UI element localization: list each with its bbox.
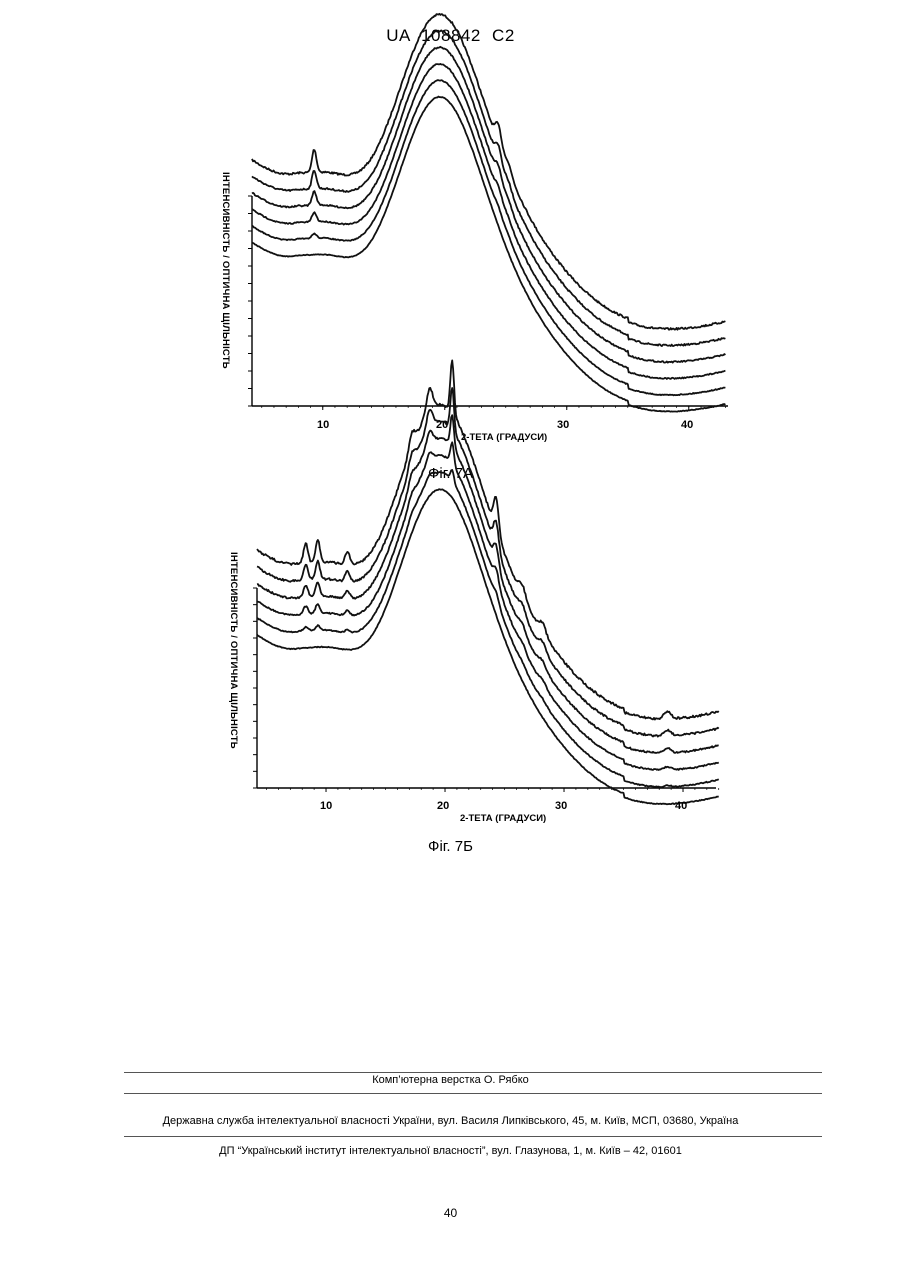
diffraction-trace [257,442,719,770]
footer-typesetter: Комп’ютерна верстка О. Рябко [0,1074,901,1086]
footer-rule-top [124,1072,822,1073]
figure-7b: ІНТЕНСИВНІСТЬ / ОПТИЧНА ЩІЛЬНІСТЬ 10 20 … [0,0,901,860]
figure-7b-xtick-30: 30 [555,800,567,812]
figure-7b-xtick-10: 10 [320,800,332,812]
diffraction-trace [257,489,719,804]
footer-institute-address: ДП “Український інститут інтелектуальної… [0,1145,901,1157]
figure-7b-xtick-40: 40 [675,800,687,812]
figure-7b-x-axis-label: 2-ТЕТА (ГРАДУСИ) [460,813,546,824]
footer-rule-bottom [124,1136,822,1137]
diffraction-trace [257,415,719,753]
diffraction-trace [257,470,719,787]
page-number: 40 [0,1206,901,1220]
footer-office-address: Державна служба інтелектуальної власност… [0,1115,901,1127]
figure-7b-xtick-20: 20 [437,800,449,812]
figure-7b-caption: Фіг. 7Б [0,838,901,855]
figure-7b-plot [0,0,901,860]
footer-rule-middle [124,1093,822,1094]
